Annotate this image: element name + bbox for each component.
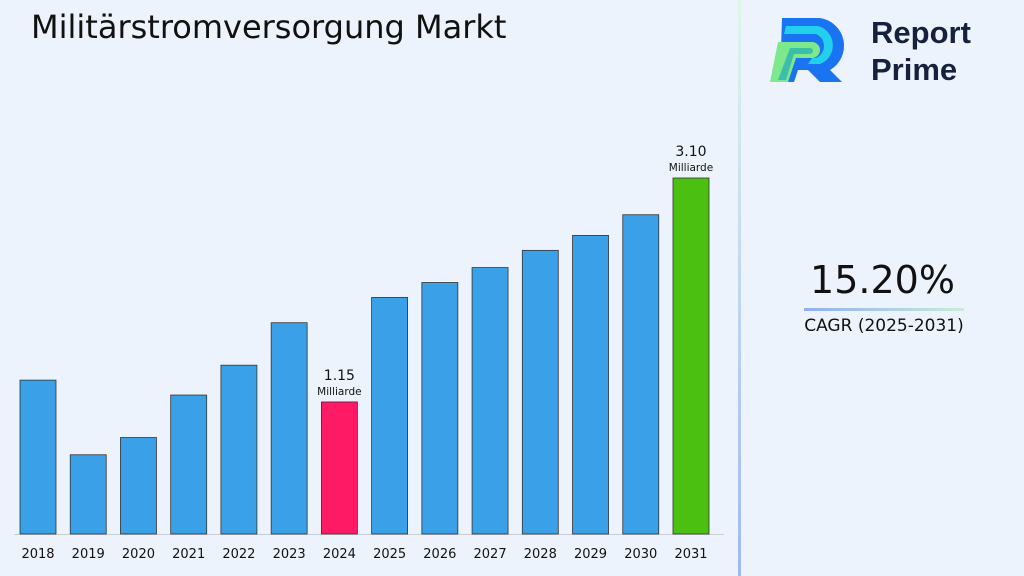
data-label-value: 1.15 [324, 368, 355, 384]
x-tick-label: 2021 [172, 547, 205, 562]
x-tick-label: 2020 [122, 547, 155, 562]
bar-2023 [270, 322, 308, 535]
bar-2030 [622, 214, 660, 535]
report-prime-logo-icon [770, 18, 845, 82]
bar-2022 [220, 364, 258, 535]
bar-2031 [672, 177, 710, 535]
brand-line2: Prime [871, 52, 958, 87]
x-tick-label: 2024 [323, 547, 356, 562]
x-tick-label: 2031 [674, 547, 707, 562]
bar-2028 [521, 249, 559, 535]
bar-2024 [320, 401, 358, 535]
x-tick-label: 2030 [624, 547, 657, 562]
bar-2029 [572, 235, 609, 535]
data-label-unit: Milliarde [317, 386, 361, 398]
x-tick-label: 2029 [574, 547, 607, 562]
x-tick-label: 2018 [21, 547, 54, 562]
bar-2020 [120, 437, 157, 535]
x-tick-label: 2022 [222, 547, 255, 562]
brand-name: Report Prime [871, 14, 971, 88]
data-label-unit: Milliarde [669, 162, 713, 174]
bar-2018 [19, 379, 57, 535]
bar-2021 [170, 394, 208, 535]
divider [738, 0, 741, 576]
data-label-value: 3.10 [675, 144, 706, 160]
x-tick-label: 2019 [72, 547, 105, 562]
cagr-underline [804, 308, 964, 311]
bar-2025 [371, 297, 409, 535]
bar-2026 [421, 282, 459, 535]
bar-2027 [471, 267, 509, 535]
x-tick-label: 2025 [373, 547, 406, 562]
x-tick-label: 2026 [423, 547, 456, 562]
x-tick-label: 2023 [273, 547, 306, 562]
cagr-label: CAGR (2025-2031) [804, 316, 964, 336]
brand-line1: Report [871, 15, 971, 50]
cagr-value: 15.20% [810, 258, 955, 302]
chart-title: Militärstromversorgung Markt [31, 8, 507, 46]
x-tick-label: 2027 [474, 547, 507, 562]
x-tick-label: 2028 [524, 547, 557, 562]
bar-2019 [69, 454, 107, 535]
bar-chart: 2018 2019 2020 2021 2022 2023 2024 1.15 Milliard… [14, 144, 724, 562]
